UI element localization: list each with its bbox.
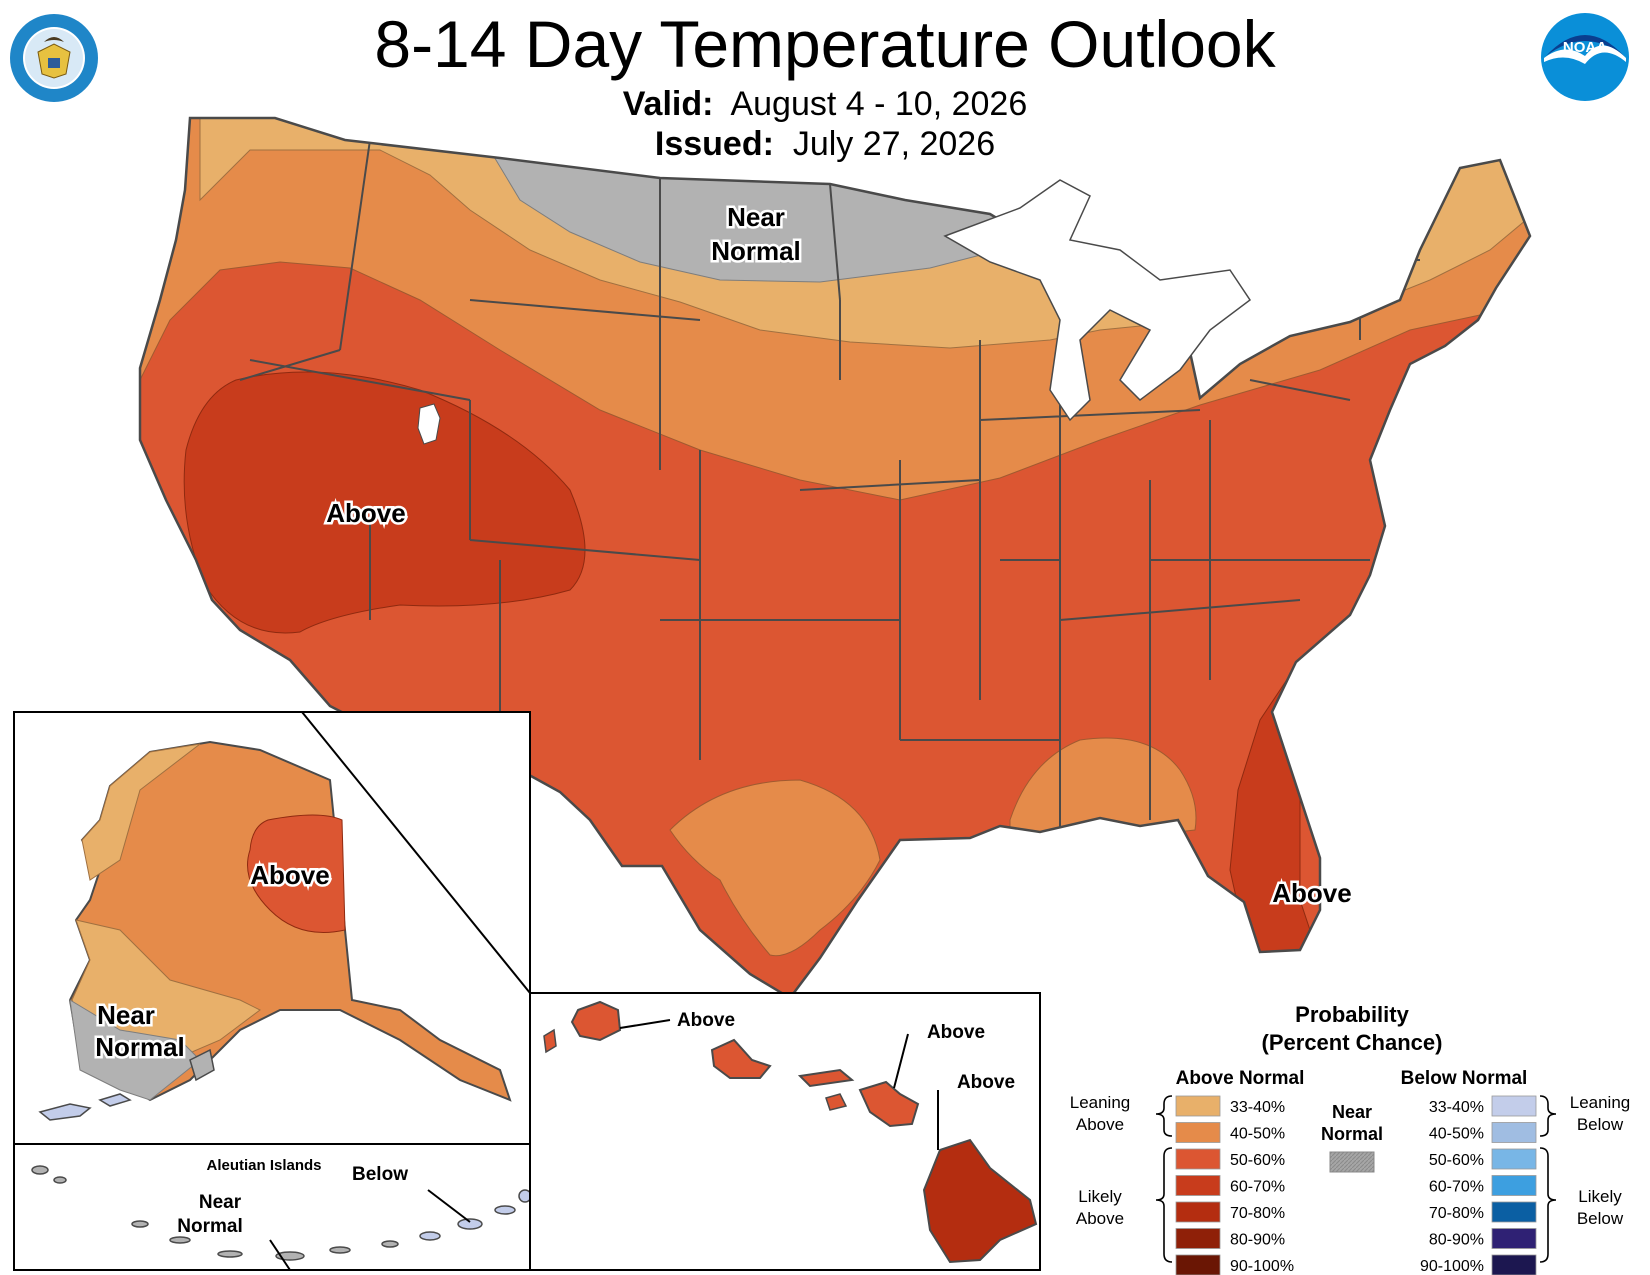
great-salt-lake — [417, 403, 441, 445]
legend-likely-above-2: Above — [1076, 1209, 1124, 1228]
issued-label: Issued: — [654, 125, 774, 163]
hawaii-above-big-island-label: Above — [957, 1072, 1015, 1093]
legend-below-label-6: 80-90% — [1429, 1232, 1484, 1249]
above-normal-swatches: 33-40% 40-50% 50-60% 60-70% 70-80% 80-90% 90-1… — [1175, 1095, 1294, 1275]
valid-value: August 4 - 10, 2026 — [730, 85, 1028, 123]
legend-above-label-1: 33-40% — [1230, 1099, 1285, 1116]
legend-above-swatch-6 — [1175, 1228, 1221, 1249]
legend-below-label-1: 33-40% — [1429, 1099, 1484, 1116]
issued-value: July 27, 2026 — [792, 125, 996, 163]
below-normal-swatches: 33-40% 40-50% 50-60% 60-70% 70-80% 80-90% 90-1… — [1420, 1095, 1537, 1275]
legend-below-label-7: 90-100% — [1420, 1258, 1484, 1275]
legend-likely-below-1: Likely — [1578, 1187, 1622, 1206]
legend-above-header: Above Normal — [1176, 1068, 1305, 1089]
alaska-kodiak — [189, 1048, 215, 1082]
alaska-near-normal-label-2: Normal — [95, 1032, 185, 1062]
conus-above-40-50-texas — [669, 779, 881, 957]
legend-above-swatch-4 — [1175, 1175, 1221, 1196]
legend-above-swatch-3 — [1175, 1148, 1221, 1170]
legend-below-header: Below Normal — [1401, 1068, 1528, 1089]
kauai-island — [570, 1000, 622, 1042]
legend-near-normal-swatch — [1329, 1151, 1375, 1173]
maui-island — [858, 1080, 920, 1128]
hawaii-above-kauai-label: Above — [677, 1010, 735, 1031]
legend-below-swatch-6 — [1491, 1228, 1537, 1249]
commerce-seal-icon — [10, 14, 98, 102]
legend-above-swatch-5 — [1175, 1201, 1221, 1223]
hawaii-inset — [529, 992, 1041, 1271]
great-lakes — [943, 179, 1252, 422]
legend-below-swatch-2 — [1491, 1122, 1537, 1143]
legend-above-label-6: 80-90% — [1230, 1232, 1285, 1249]
molokai-island — [797, 1068, 855, 1088]
niihau-island — [543, 1028, 557, 1054]
legend-likely-below-2: Below — [1577, 1209, 1624, 1228]
big-island — [922, 1138, 1038, 1264]
noaa-logo-icon: NOAA — [1541, 13, 1629, 101]
conus-above-west-label: Above — [326, 498, 405, 528]
lanai-island — [825, 1093, 848, 1111]
probability-legend: Probability (Percent Chance) Above Norma… — [1070, 1002, 1631, 1275]
oahu-island — [710, 1038, 772, 1079]
valid-dates: Valid: August 4 - 10, 2026 — [0, 84, 1650, 124]
legend-below-label-5: 70-80% — [1429, 1205, 1484, 1222]
map-labels: Near Normal Above Above Above Near Norma… — [93, 200, 1355, 1238]
legend-below-swatch-5 — [1491, 1201, 1537, 1223]
legend-above-swatch-7 — [1175, 1254, 1221, 1275]
alaska-near-normal-label-1: Near — [97, 1000, 155, 1030]
legend-leaning-above-1: Leaning — [1070, 1093, 1131, 1112]
aleutian-inset — [13, 1143, 532, 1271]
legend-title-1: Probability — [1295, 1002, 1409, 1027]
state-boundaries — [239, 139, 1420, 840]
svg-text:NOAA: NOAA — [1563, 39, 1607, 56]
legend-leaning-above-2: Above — [1076, 1115, 1124, 1134]
legend-above-swatch-1 — [1175, 1095, 1221, 1117]
legend-near-normal-1: Near — [1332, 1102, 1372, 1122]
valid-label: Valid: — [622, 85, 714, 123]
aleutian-near-normal-label-2: Normal — [177, 1216, 242, 1237]
aleutian-near-normal-label-1: Near — [199, 1192, 242, 1213]
aleutian-title: Aleutian Islands — [206, 1157, 321, 1174]
legend-leaning-below-2: Below — [1577, 1115, 1624, 1134]
alaska-islands — [38, 1093, 132, 1121]
conus-near-normal-label-2: Normal — [711, 236, 801, 266]
issued-date: Issued: July 27, 2026 — [0, 124, 1650, 164]
legend-above-label-5: 70-80% — [1230, 1205, 1285, 1222]
alaska-above-label: Above — [250, 860, 329, 890]
alaska-33-40-north — [81, 743, 201, 881]
legend-above-label-7: 90-100% — [1230, 1258, 1294, 1275]
map-title: 8-14 Day Temperature Outlook — [374, 7, 1276, 81]
conus-above-florida-label: Above — [1272, 878, 1351, 908]
legend-below-swatch-3 — [1491, 1148, 1537, 1170]
hawaii-above-oahu-label: Above — [927, 1022, 985, 1043]
legend-below-swatch-1 — [1491, 1095, 1537, 1117]
legend-below-label-4: 60-70% — [1429, 1179, 1484, 1196]
legend-above-label-3: 50-60% — [1230, 1152, 1285, 1169]
alaska-near-normal — [69, 999, 201, 1101]
legend-above-swatch-2 — [1175, 1122, 1221, 1143]
legend-above-label-2: 40-50% — [1230, 1126, 1285, 1143]
alaska-inset — [13, 711, 531, 1145]
legend-below-label-2: 40-50% — [1429, 1126, 1484, 1143]
legend-likely-above-1: Likely — [1078, 1187, 1122, 1206]
legend-title-2: (Percent Chance) — [1262, 1030, 1443, 1055]
conus-near-normal-label-1: Near — [727, 202, 785, 232]
legend-below-swatch-7 — [1491, 1254, 1537, 1275]
legend-leaning-below-1: Leaning — [1570, 1093, 1631, 1112]
conus-above-60-70-west — [183, 371, 586, 634]
legend-below-swatch-4 — [1491, 1175, 1537, 1196]
legend-above-label-4: 60-70% — [1230, 1179, 1285, 1196]
legend-near-normal-2: Normal — [1321, 1124, 1383, 1144]
legend-below-label-3: 50-60% — [1429, 1152, 1484, 1169]
alaska-above-50-60 — [247, 814, 346, 933]
aleutian-below-label: Below — [352, 1164, 408, 1185]
